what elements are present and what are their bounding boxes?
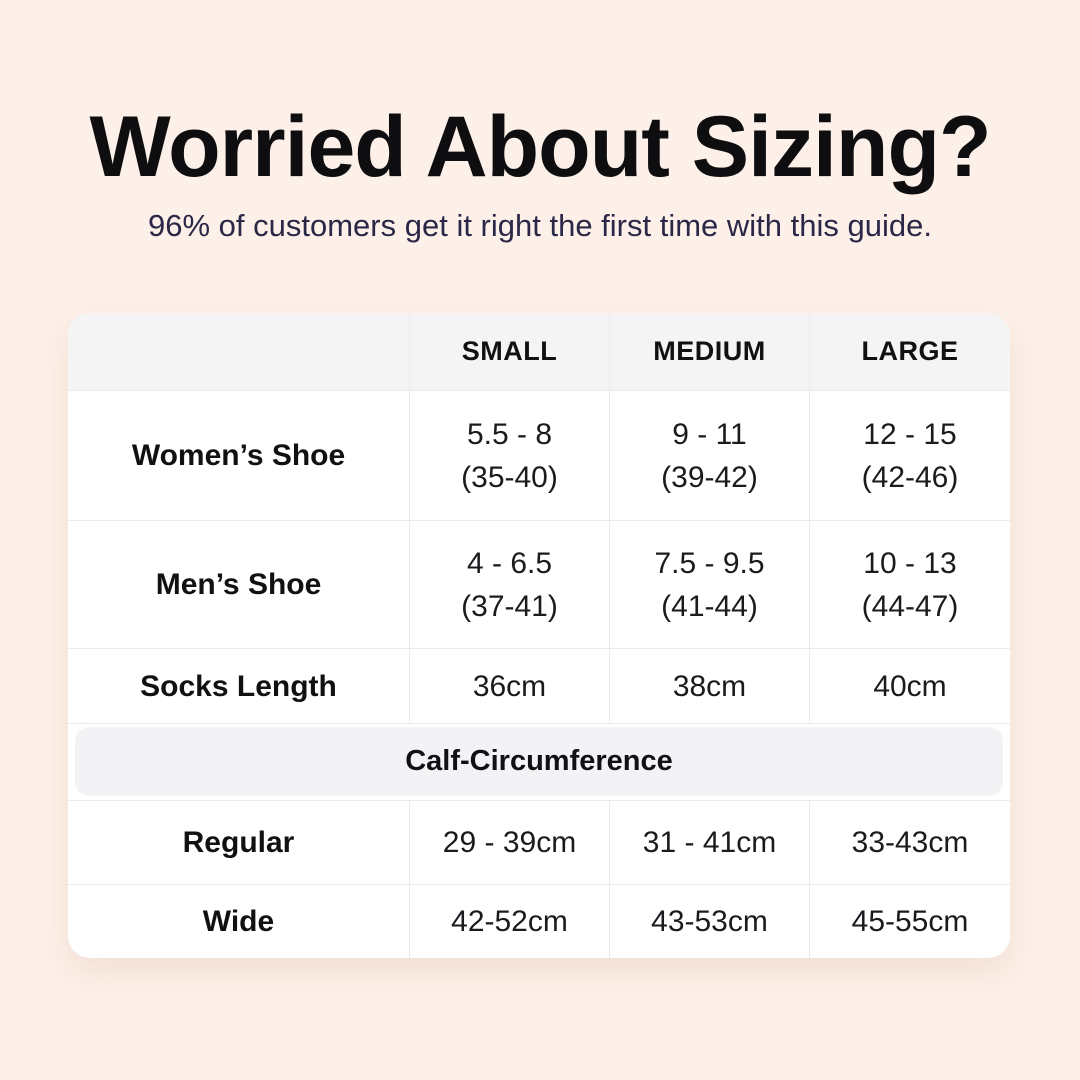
table-cell: 7.5 - 9.5 (41-44) <box>610 521 810 648</box>
cell-line: 5.5 - 8 <box>466 417 553 451</box>
table-cell: 42-52cm <box>410 885 610 958</box>
table-cell: 4 - 6.5 (37-41) <box>410 521 610 648</box>
row-label: Men’s Shoe <box>68 521 410 648</box>
cell-line: 10 - 13 <box>863 546 957 580</box>
table-cell: 31 - 41cm <box>610 801 810 884</box>
table-header-row: SMALL MEDIUM LARGE <box>68 313 1010 390</box>
header-cell-empty <box>68 313 410 390</box>
cell-line: 12 - 15 <box>863 417 957 451</box>
table-row-socks-length: Socks Length 36cm 38cm 40cm <box>68 648 1010 723</box>
table-cell: 10 - 13 (44-47) <box>810 521 1010 648</box>
table-row-wide: Wide 42-52cm 43-53cm 45-55cm <box>68 884 1010 958</box>
table-cell: 12 - 15 (42-46) <box>810 391 1010 520</box>
table-cell: 33-43cm <box>851 826 969 859</box>
cell-line: (39-42) <box>661 460 758 494</box>
table-row-womens-shoe: Women’s Shoe 5.5 - 8 (35-40) 9 - 11 (39-… <box>68 390 1010 520</box>
cell-line: (44-47) <box>861 589 959 623</box>
cell-line: (42-46) <box>861 460 959 494</box>
cell-line: 9 - 11 <box>672 417 747 451</box>
table-cell: 5.5 - 8 (35-40) <box>410 391 610 520</box>
table-row-regular: Regular 29 - 39cm 31 - 41cm 33-43cm <box>68 800 1010 884</box>
page-title: Worried About Sizing? <box>89 99 991 195</box>
header-cell-small: SMALL <box>410 313 610 390</box>
header-cell-large: LARGE <box>861 336 959 366</box>
table-cell: 36cm <box>410 649 610 723</box>
table-cell: 43-53cm <box>610 885 810 958</box>
row-label: Regular <box>68 801 410 884</box>
table-cell: 9 - 11 (39-42) <box>610 391 810 520</box>
cell-line: 7.5 - 9.5 <box>654 546 765 580</box>
section-header-calf-circumference: Calf-Circumference <box>75 727 1003 796</box>
page-subtitle: 96% of customers get it right the first … <box>148 208 932 243</box>
size-guide-table: SMALL MEDIUM LARGE Women’s Shoe 5.5 - 8 … <box>68 313 1010 958</box>
cell-line: (37-41) <box>461 589 558 623</box>
table-cell: 40cm <box>873 669 947 703</box>
row-label: Women’s Shoe <box>68 391 410 520</box>
header-cell-medium: MEDIUM <box>610 313 810 390</box>
table-cell: 38cm <box>610 649 810 723</box>
table-row-mens-shoe: Men’s Shoe 4 - 6.5 (37-41) 7.5 - 9.5 (41… <box>68 520 1010 648</box>
cell-line: (41-44) <box>661 589 758 623</box>
table-cell: 29 - 39cm <box>410 801 610 884</box>
cell-line: (35-40) <box>461 460 558 494</box>
row-label: Socks Length <box>68 649 410 723</box>
cell-line: 4 - 6.5 <box>466 546 553 580</box>
row-label: Wide <box>68 885 410 958</box>
table-cell: 45-55cm <box>851 905 969 938</box>
table-section-row: Calf-Circumference <box>68 723 1010 800</box>
